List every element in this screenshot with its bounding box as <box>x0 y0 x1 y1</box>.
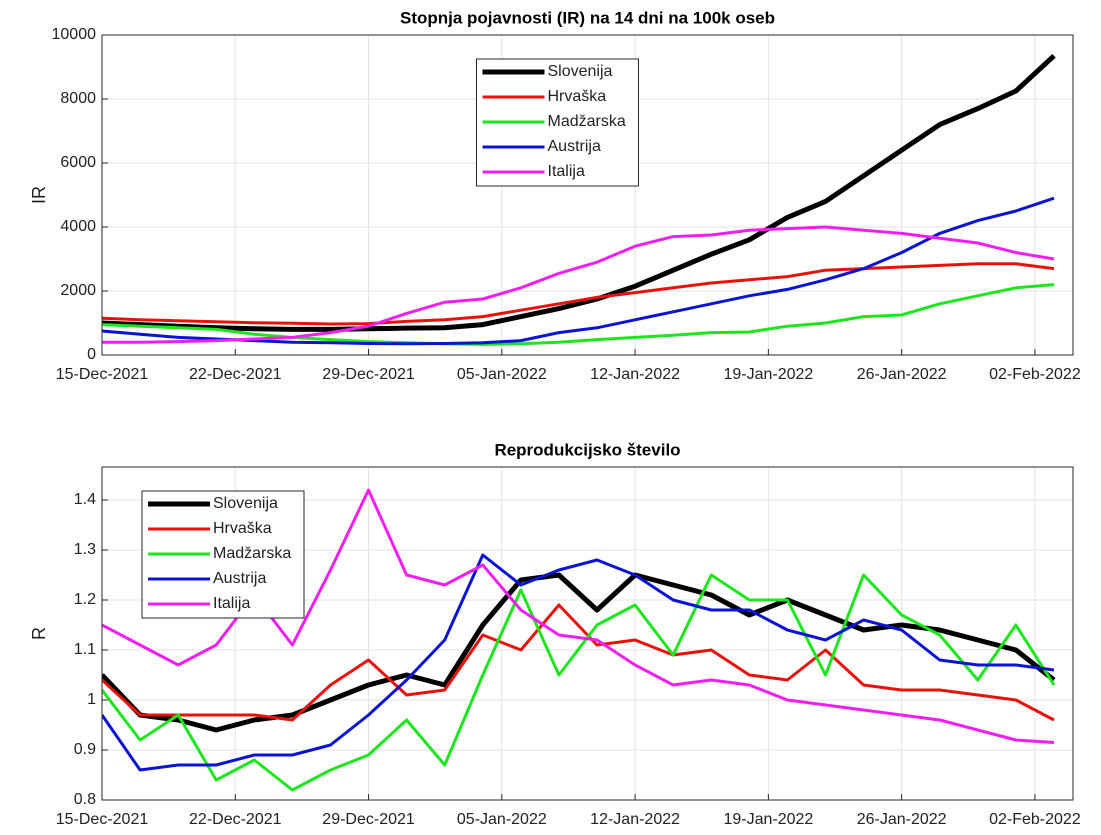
x-tick-label: 29-Dec-2021 <box>322 366 415 383</box>
y-tick-label: 1.1 <box>74 641 96 658</box>
legend-label: Hrvaška <box>213 520 272 537</box>
legend-label: Madžarska <box>213 545 291 562</box>
y-tick-label: 0.8 <box>74 791 96 808</box>
x-tick-label: 19-Jan-2022 <box>723 811 813 828</box>
y-tick-label: 8000 <box>60 90 96 107</box>
x-tick-label: 02-Feb-2022 <box>989 366 1081 383</box>
x-tick-label: 22-Dec-2021 <box>189 811 282 828</box>
axes-frame <box>101 466 1074 801</box>
y-tick-label: 6000 <box>60 154 96 171</box>
x-tick-label: 22-Dec-2021 <box>189 366 282 383</box>
series-line <box>102 572 1056 733</box>
x-tick-label: 05-Jan-2022 <box>457 811 547 828</box>
series-line <box>102 225 1055 344</box>
y-axis-label: IR <box>29 186 49 204</box>
series-line <box>102 283 1055 346</box>
legend-label: Austrija <box>548 138 601 155</box>
series-line <box>102 573 1056 792</box>
x-tick-label: 26-Jan-2022 <box>857 366 947 383</box>
x-tick-label: 05-Jan-2022 <box>457 366 547 383</box>
y-tick-label: 1.3 <box>74 541 96 558</box>
legend-label: Slovenija <box>548 63 613 80</box>
legend-label: Austrija <box>213 570 266 587</box>
x-tick-label: 26-Jan-2022 <box>857 811 947 828</box>
x-tick-label: 02-Feb-2022 <box>989 811 1081 828</box>
y-tick-label: 4000 <box>60 218 96 235</box>
y-tick-label: 0 <box>87 346 96 363</box>
series-line <box>102 603 1055 722</box>
y-tick-label: 10000 <box>52 26 97 43</box>
chart-title: Reprodukcijsko število <box>494 440 680 459</box>
x-tick-label: 19-Jan-2022 <box>723 366 813 383</box>
y-tick-label: 1 <box>87 691 96 708</box>
y-tick-label: 2000 <box>60 282 96 299</box>
series-line <box>102 53 1056 332</box>
y-tick-label: 0.9 <box>74 741 96 758</box>
x-tick-label: 29-Dec-2021 <box>322 811 415 828</box>
axes-frame <box>101 34 1074 356</box>
x-tick-label: 12-Jan-2022 <box>590 366 680 383</box>
legend-label: Slovenija <box>213 495 278 512</box>
chart-title: Stopnja pojavnosti (IR) na 14 dni na 100… <box>400 8 775 27</box>
legend-label: Italija <box>548 163 585 180</box>
series-line <box>102 196 1055 346</box>
legend-label: Madžarska <box>548 113 626 130</box>
x-tick-label: 15-Dec-2021 <box>56 366 149 383</box>
legend-label: Italija <box>213 595 250 612</box>
legend-label: Hrvaška <box>548 88 607 105</box>
x-tick-label: 15-Dec-2021 <box>56 811 149 828</box>
y-tick-label: 1.2 <box>74 591 96 608</box>
x-tick-label: 12-Jan-2022 <box>590 811 680 828</box>
series-line <box>102 553 1055 772</box>
y-axis-label: R <box>29 627 49 640</box>
y-tick-label: 1.4 <box>74 491 96 508</box>
series-line <box>102 262 1055 326</box>
